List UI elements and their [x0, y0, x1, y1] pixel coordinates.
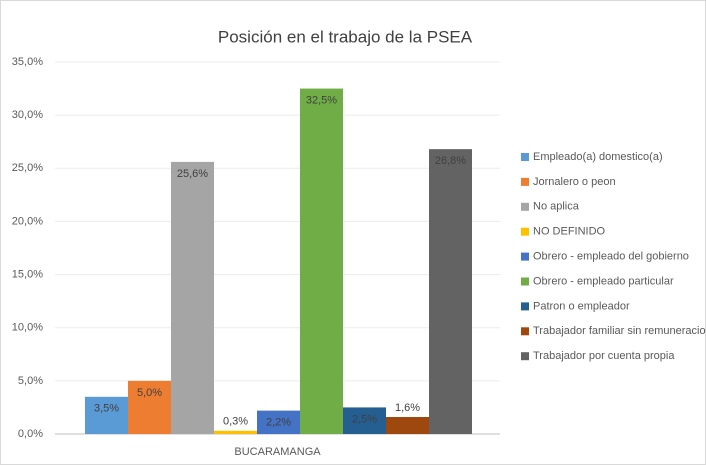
bar — [171, 161, 214, 434]
legend-swatch — [521, 202, 529, 211]
legend-label: Trabajador por cuenta propia — [533, 350, 675, 362]
legend-swatch — [521, 277, 529, 286]
bar — [128, 380, 171, 434]
data-label: 1,6% — [395, 402, 420, 414]
y-tick-label: 15,0% — [12, 268, 43, 280]
y-tick-label: 0,0% — [18, 428, 43, 440]
bar — [343, 407, 386, 434]
y-tick-label: 10,0% — [12, 322, 43, 334]
y-tick-label: 25,0% — [12, 162, 43, 174]
legend-swatch — [521, 227, 529, 236]
legend-label: Empleado(a) domestico(a) — [533, 151, 663, 163]
bar — [429, 149, 472, 434]
data-label: 25,6% — [177, 168, 208, 180]
legend-label: Trabajador familiar sin remuneracion — [533, 325, 706, 337]
data-label: 26,8% — [435, 155, 466, 167]
data-label: 3,5% — [94, 403, 119, 415]
chart-title: Posición en el trabajo de la PSEA — [218, 27, 473, 46]
data-label: 32,5% — [306, 94, 337, 106]
bar — [214, 430, 257, 434]
legend-label: Obrero - empleado particular — [533, 275, 674, 287]
y-tick-label: 5,0% — [18, 375, 43, 387]
legend-swatch — [521, 177, 529, 186]
data-label: 5,0% — [137, 387, 162, 399]
bar — [300, 88, 343, 435]
x-tick-label: BUCARAMANGA — [234, 446, 321, 458]
legend-swatch — [521, 352, 529, 361]
legend-swatch — [521, 153, 529, 161]
y-tick-label: 35,0% — [12, 56, 43, 68]
bar — [386, 416, 429, 434]
data-label: 0,3% — [223, 416, 248, 428]
legend-label: Obrero - empleado del gobierno — [533, 251, 689, 263]
legend-label: Patron o empleador — [533, 300, 630, 312]
legend-swatch — [521, 327, 529, 336]
bar — [85, 396, 128, 434]
data-label: 2,2% — [266, 417, 291, 429]
legend-label: NO DEFINIDO — [533, 226, 606, 238]
legend-swatch — [521, 302, 529, 311]
legend-label: No aplica — [533, 201, 580, 213]
data-label: 2,5% — [352, 413, 377, 425]
legend-swatch — [521, 252, 529, 261]
legend-label: Jornalero o peon — [533, 176, 616, 188]
y-tick-label: 30,0% — [12, 109, 43, 121]
bar — [257, 410, 300, 434]
y-tick-label: 20,0% — [12, 215, 43, 227]
